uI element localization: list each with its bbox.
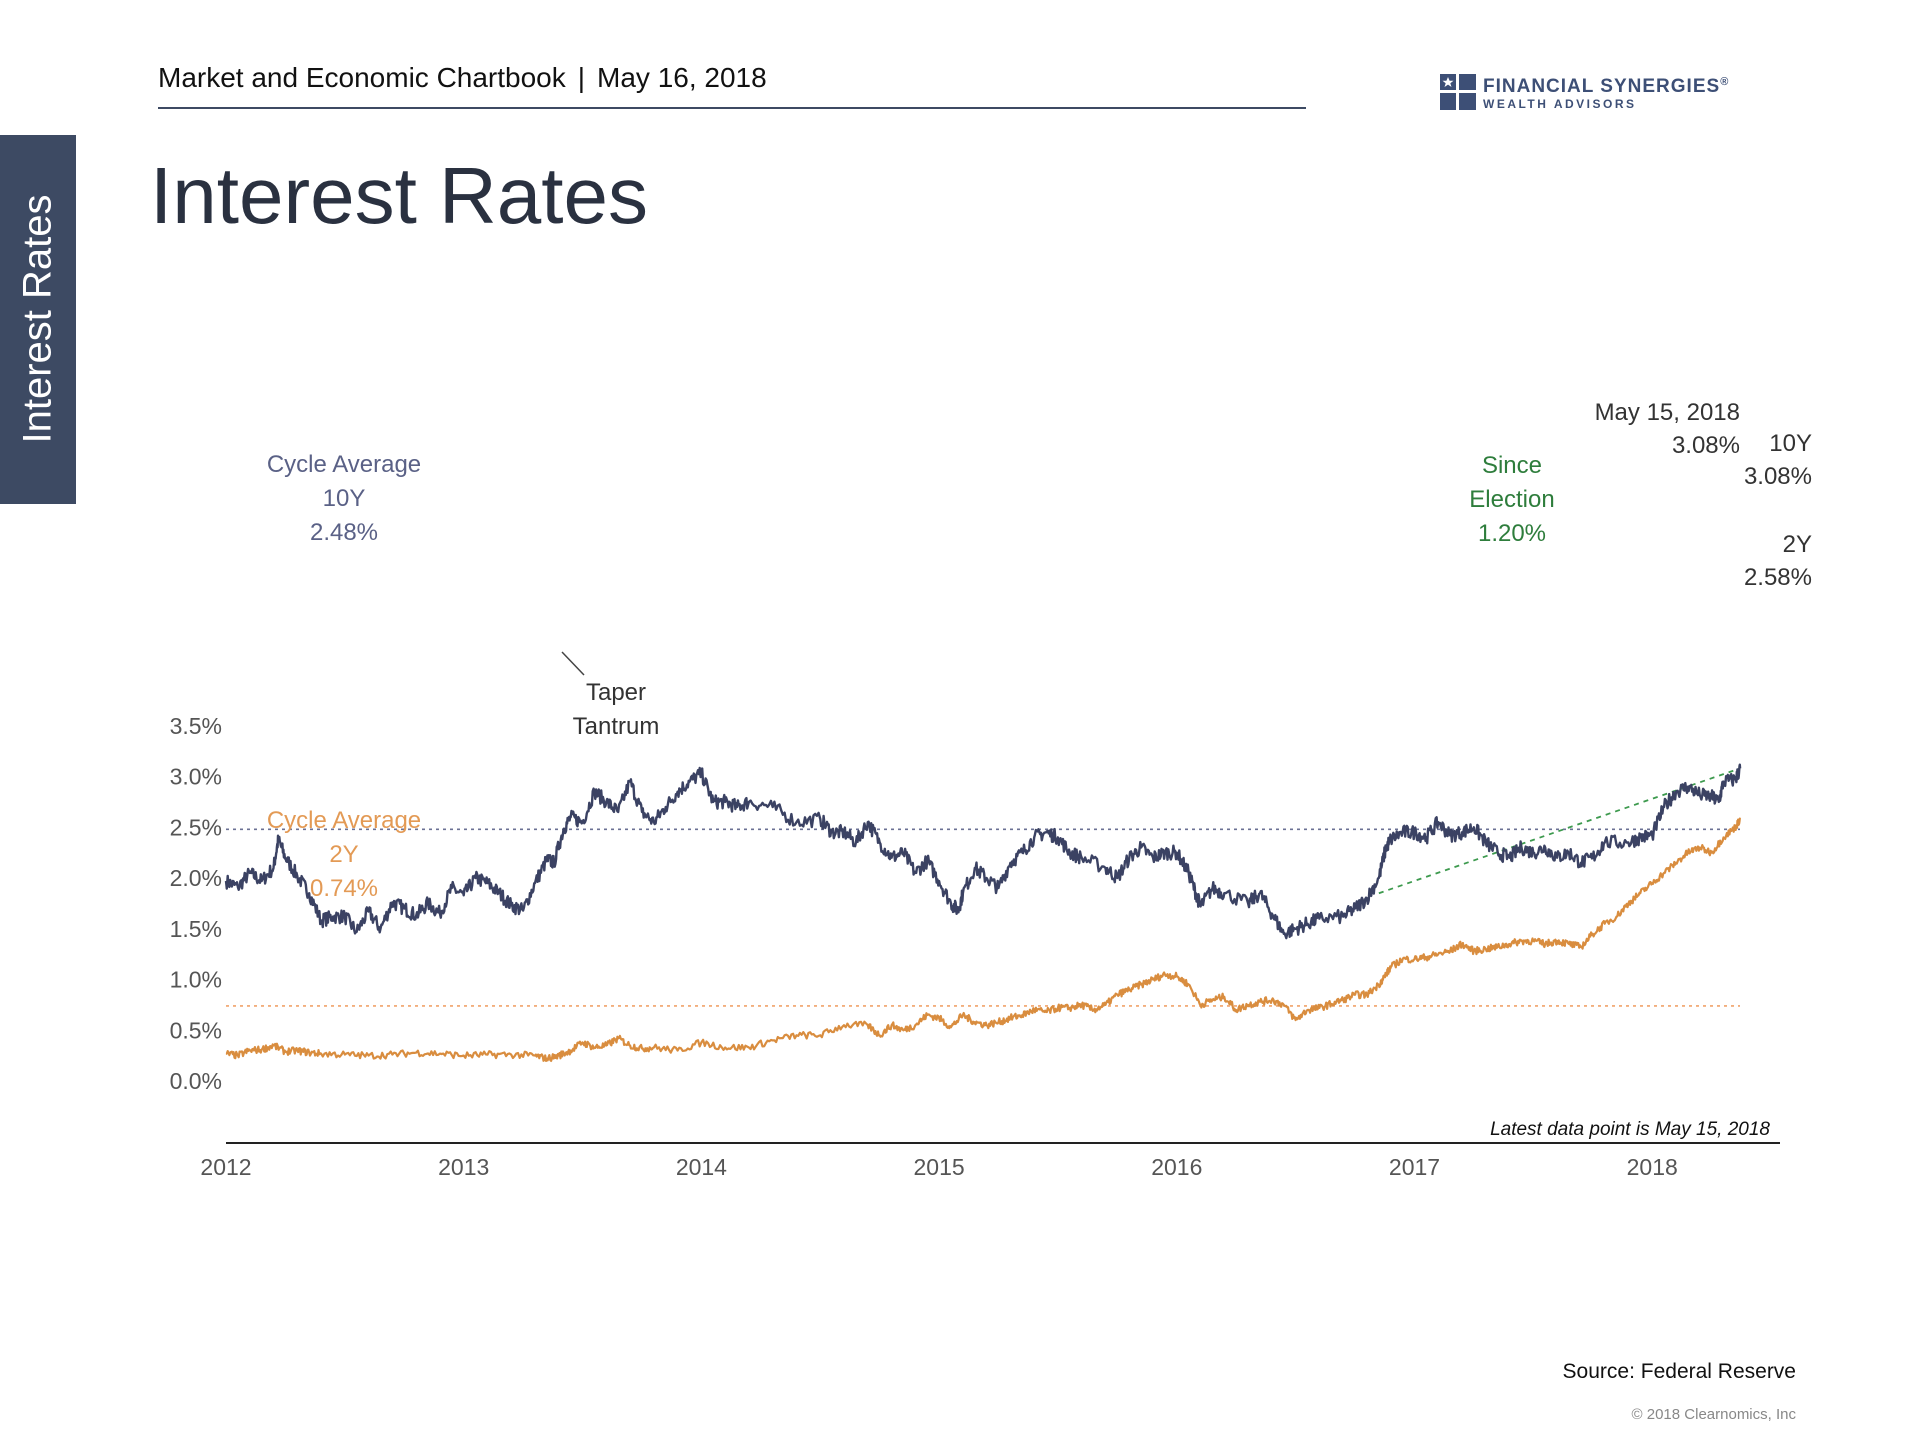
source-note: Source: Federal Reserve (1562, 1360, 1796, 1383)
x-tick-label: 2018 (1627, 1154, 1678, 1180)
x-tick-label: 2013 (438, 1154, 489, 1180)
y-tick-label: 0.5% (170, 1017, 222, 1043)
y-tick-label: 3.5% (170, 713, 222, 739)
annotation-2y-cycle-average-line: 2Y (329, 841, 358, 868)
annotation-taper-tantrum-line: Taper (586, 679, 646, 706)
header-date: May 16, 2018 (597, 62, 767, 93)
annotation-2y-latest-line: 2.58% (1744, 564, 1812, 591)
since-election-trend-line (1378, 767, 1741, 895)
annotation-since-election: Since Election 1.20% (1469, 452, 1554, 547)
logo-name: FINANCIAL SYNERGIES® (1483, 76, 1730, 97)
annotation-10y-cycle-average-line: 2.48% (310, 519, 378, 546)
annotation-2y-cycle-average-line: Cycle Average (267, 807, 421, 834)
annotation-latest-date-line: 3.08% (1672, 432, 1740, 459)
annotation-10y-latest-line: 10Y (1769, 430, 1812, 457)
flag-square-icon (1440, 74, 1476, 110)
annotation-10y-cycle-average-line: Cycle Average (267, 451, 421, 478)
annotation-2y-cycle-average: Cycle Average 2Y 0.74% (267, 807, 421, 902)
latest-data-note: Latest data point is May 15, 2018 (1490, 1119, 1770, 1140)
header-separator: | (577, 62, 586, 93)
y-tick-label: 1.5% (170, 916, 222, 942)
x-tick-label: 2017 (1389, 1154, 1440, 1180)
annotation-10y-latest-line: 3.08% (1744, 463, 1812, 490)
y-tick-label: 3.0% (170, 764, 222, 790)
x-tick-label: 2015 (914, 1154, 965, 1180)
header-chartbook-name: Market and Economic Chartbook (158, 62, 566, 93)
annotation-latest-date-line: May 15, 2018 (1595, 399, 1740, 426)
header-rule (158, 107, 1306, 109)
annotation-2y-latest: 2Y 2.58% (1744, 531, 1812, 591)
logo-subtitle: WEALTH ADVISORS (1483, 97, 1637, 111)
annotation-taper-tantrum-line: Tantrum (573, 713, 660, 740)
copyright-note: © 2018 Clearnomics, Inc (1631, 1406, 1796, 1423)
x-tick-label: 2012 (200, 1154, 251, 1180)
annotation-10y-cycle-average: Cycle Average 10Y 2.48% (267, 451, 421, 546)
taper-tantrum-pointer (561, 651, 585, 676)
series-line-10y (224, 763, 1742, 940)
logo-registered: ® (1720, 76, 1730, 88)
annotation-10y-cycle-average-line: 10Y (323, 485, 366, 512)
y-tick-label: 0.0% (170, 1068, 222, 1094)
annotation-taper-tantrum: Taper Tantrum (573, 679, 660, 740)
y-tick-label: 2.5% (170, 814, 222, 840)
page-title: Interest Rates (150, 151, 649, 240)
annotation-latest-date: May 15, 2018 3.08% (1595, 399, 1740, 459)
x-tick-label: 2014 (676, 1154, 727, 1180)
header-chartbook: Market and Economic Chartbook | May 16, 20… (158, 62, 767, 94)
annotation-10y-latest: 10Y 3.08% (1744, 430, 1812, 490)
x-tick-label: 2016 (1151, 1154, 1202, 1180)
annotation-since-election-line: 1.20% (1478, 520, 1546, 547)
side-tab[interactable]: Interest Rates (0, 135, 76, 504)
annotation-since-election-line: Since (1482, 452, 1542, 479)
annotation-2y-cycle-average-line: 0.74% (310, 875, 378, 902)
annotation-since-election-line: Election (1469, 486, 1554, 513)
y-tick-label: 2.0% (170, 865, 222, 891)
series-line-2y (225, 817, 1742, 1062)
annotation-2y-latest-line: 2Y (1783, 531, 1812, 558)
y-tick-label: 1.0% (170, 967, 222, 993)
